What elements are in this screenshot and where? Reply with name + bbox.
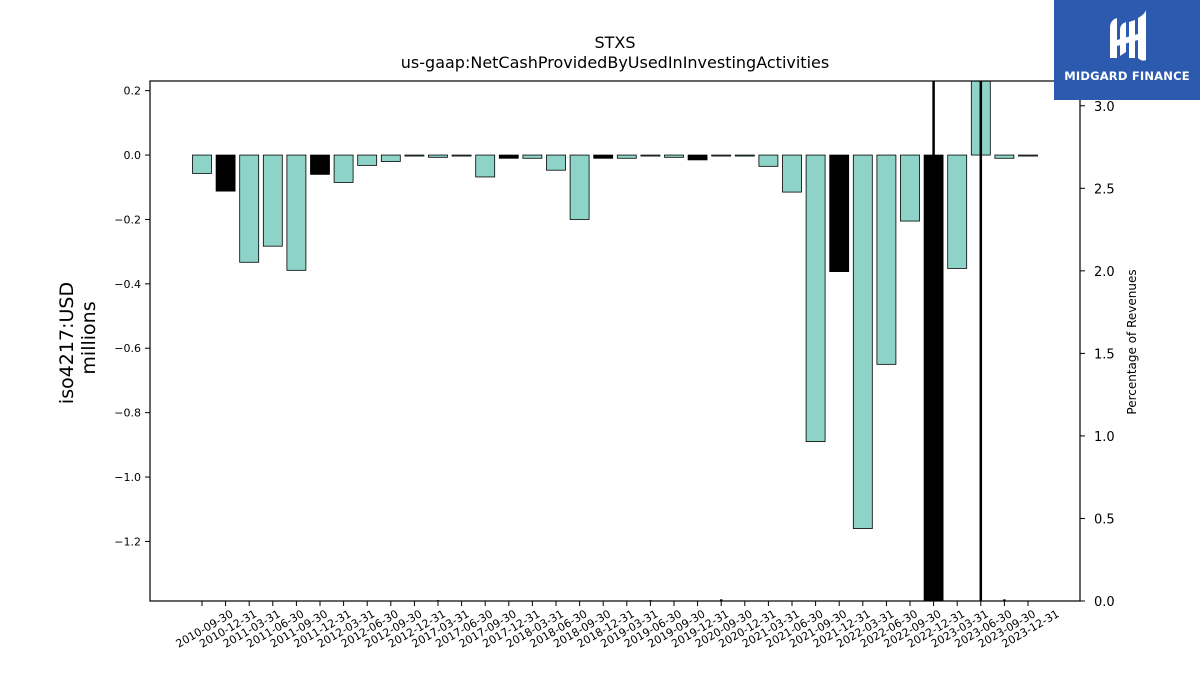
x-axis: 2010-09-302010-12-312011-03-312011-06-30… — [174, 601, 1062, 651]
bar-2017-06-30 — [451, 154, 472, 157]
bar-2023-12-31 — [1018, 154, 1038, 157]
bar-2018-12-31 — [593, 154, 614, 159]
midgard-finance-logo: MIDGARD FINANCE — [1054, 0, 1200, 100]
bar-2021-12-31 — [829, 154, 850, 273]
y2-tick-label: 0.0 — [1094, 595, 1115, 610]
bar-2021-06-30 — [782, 154, 802, 193]
bar-2019-12-31 — [687, 154, 708, 161]
bar-2020-12-31 — [734, 154, 755, 157]
bar-2011-09-30 — [286, 154, 307, 271]
y2-tick-label: 2.0 — [1094, 265, 1115, 280]
y2-tick-label: 1.0 — [1094, 430, 1115, 445]
bar-2012-12-31 — [404, 154, 425, 157]
bar-2011-12-31 — [310, 154, 330, 175]
bar-2017-09-30 — [475, 154, 496, 178]
bar-2017-03-31 — [428, 154, 448, 158]
bar-2011-06-30 — [262, 154, 283, 247]
midgard-logo-icon — [1110, 10, 1146, 61]
y-axis: 0.2 0.0 −0.2 −0.4 −0.6 −0.8 −1.0 −1.2 — [114, 85, 150, 548]
bar-2010-09-30 — [192, 154, 212, 174]
plot-frame — [149, 80, 1081, 602]
bar-2022-09-30 — [900, 154, 920, 222]
y2-tick-label: 1.5 — [1094, 347, 1115, 362]
y2-axis-label: Percentage of Revenues — [1125, 269, 1139, 414]
bar-2023-03-31 — [947, 154, 968, 269]
bar-2019-06-30 — [640, 154, 661, 157]
y2-tick-label: 2.5 — [1094, 182, 1115, 197]
bar-2012-06-30 — [357, 154, 378, 166]
logo-text: MIDGARD FINANCE — [1064, 69, 1190, 83]
bar-2018-09-30 — [569, 154, 590, 220]
y2-tick-label: 3.0 — [1094, 100, 1115, 115]
bar-2021-09-30 — [805, 154, 826, 443]
y-tick-label: −0.8 — [114, 407, 141, 420]
bar-2018-03-31 — [522, 154, 543, 159]
chart-title: STXS — [594, 33, 635, 52]
bar-2012-09-30 — [380, 154, 401, 162]
bar-2019-09-30 — [664, 154, 684, 158]
bar-2017-12-31 — [498, 154, 519, 159]
bar-2022-03-31 — [852, 154, 873, 529]
bar-2023-09-30 — [994, 154, 1015, 159]
bar-2018-06-30 — [546, 154, 566, 171]
y2-axis: 0.0 0.5 1.0 1.5 2.0 2.5 3.0 — [1080, 100, 1115, 610]
bars — [192, 80, 1038, 602]
y-axis-label-line2: millions — [78, 301, 100, 374]
y-tick-label: −1.0 — [114, 471, 141, 484]
y2-tick-label: 0.5 — [1094, 512, 1115, 527]
y-tick-label: −0.4 — [114, 278, 141, 291]
bar-2010-12-31 — [215, 154, 236, 192]
y-tick-label: −1.2 — [114, 535, 141, 548]
bar-2012-03-31 — [333, 154, 354, 183]
bar-2019-03-31 — [616, 154, 637, 159]
y-tick-label: −0.2 — [114, 213, 141, 226]
y-tick-label: 0.0 — [124, 149, 142, 162]
y-tick-label: 0.2 — [124, 85, 142, 98]
chart-subtitle: us-gaap:NetCashProvidedByUsedInInvesting… — [401, 53, 829, 72]
bar-2022-06-30 — [876, 154, 897, 365]
bar-2011-03-31 — [239, 154, 260, 263]
y-tick-label: −0.6 — [114, 342, 141, 355]
y-axis-label-line1: iso4217:USD — [56, 282, 78, 404]
bar-2021-03-31 — [758, 154, 779, 167]
bar-2020-09-30 — [711, 154, 732, 157]
